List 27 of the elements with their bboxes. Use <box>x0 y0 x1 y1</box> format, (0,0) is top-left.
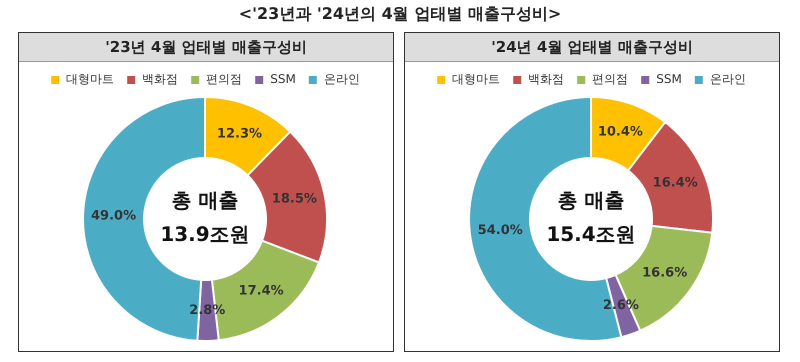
text: 13.9조원 <box>160 222 250 246</box>
text: 15.4조원 <box>546 222 636 246</box>
data-label: 12.3% <box>216 126 262 142</box>
legend-label: 대형마트 <box>452 72 500 86</box>
legend-label: 백화점 <box>528 72 564 86</box>
legend-label: 온라인 <box>710 72 746 86</box>
data-label: 16.6% <box>642 266 688 281</box>
data-label: 54.0% <box>478 222 523 238</box>
legend-label: 대형마트 <box>66 72 114 86</box>
legend-label: 백화점 <box>142 72 178 86</box>
text: <'23년과 '24년의 4월 업태별 매출구성비> <box>238 4 562 25</box>
data-label: 49.0% <box>90 208 136 224</box>
legend-label: 온라인 <box>324 72 360 86</box>
data-label: 17.4% <box>238 284 284 299</box>
legend-label: 편의점 <box>592 72 628 86</box>
data-label: 10.4% <box>598 124 643 140</box>
data-label: 2.6% <box>602 298 639 313</box>
text: 총 매출 <box>172 188 238 212</box>
data-label: 18.5% <box>272 192 317 207</box>
chart-title: '23년 4월 업태별 매출구성비 <box>19 33 393 62</box>
data-label: 16.4% <box>652 176 698 191</box>
legend-label: SSM <box>656 72 682 86</box>
data-label: 2.8% <box>189 302 226 318</box>
legend-label: 편의점 <box>206 72 242 86</box>
chart-title: '24년 4월 업태별 매출구성비 <box>405 33 779 62</box>
text: 총 매출 <box>558 188 624 212</box>
legend-label: SSM <box>270 72 296 86</box>
